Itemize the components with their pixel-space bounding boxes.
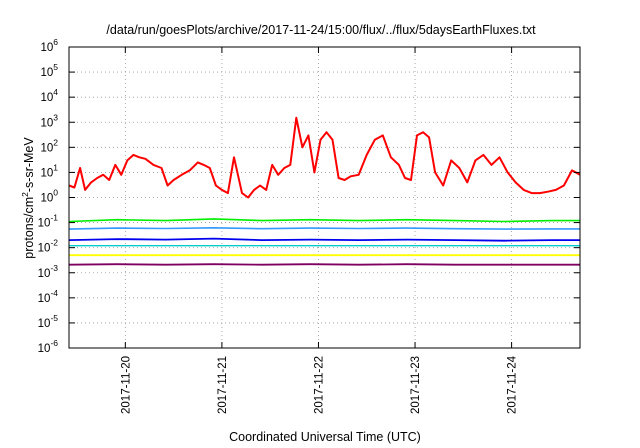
- y-tick-exponent: 5: [53, 62, 58, 72]
- y-axis: 10-610-510-410-310-210-11001011021031041…: [38, 37, 580, 355]
- y-tick-exponent: -3: [50, 263, 58, 273]
- y-tick-exponent: -6: [50, 338, 58, 348]
- y-tick-exponent: -4: [50, 288, 58, 298]
- y-tick-label: 10-5: [38, 313, 59, 330]
- y-tick-exponent: 0: [53, 188, 58, 198]
- y-tick-base: 10: [38, 293, 51, 305]
- x-tick-label: 2017-11-22: [313, 356, 325, 414]
- y-tick-label: 105: [40, 62, 58, 79]
- x-axis-title: Coordinated Universal Time (UTC): [229, 430, 421, 444]
- y-tick-label: 100: [40, 188, 58, 205]
- y-tick-label: 10-4: [38, 288, 59, 305]
- series-line-7: [68, 263, 580, 266]
- y-tick-base: 10: [40, 92, 53, 104]
- y-tick-base: 10: [38, 318, 51, 330]
- series-line-2: [68, 218, 580, 223]
- y-tick-base: 10: [40, 42, 53, 54]
- y-tick-label: 102: [40, 137, 58, 154]
- series-group: [68, 116, 581, 266]
- y-tick-label: 103: [40, 112, 58, 129]
- chart-title: /data/run/goesPlots/archive/2017-11-24/1…: [106, 23, 536, 37]
- y-tick-exponent: 6: [53, 37, 58, 47]
- y-tick-exponent: -1: [50, 213, 58, 223]
- y-tick-label: 10-3: [38, 263, 59, 280]
- y-tick-base: 10: [40, 117, 53, 129]
- y-tick-base: 10: [40, 142, 53, 154]
- y-tick-base: 10: [38, 243, 51, 255]
- y-tick-base: 10: [40, 193, 53, 205]
- y-tick-base: 10: [40, 167, 53, 179]
- y-tick-base: 10: [40, 67, 53, 79]
- y-axis-title-sup: 2: [20, 192, 30, 197]
- x-axis: 2017-11-20 2017-11-21 2017-11-22 2017-11-23…: [120, 47, 519, 414]
- y-tick-label: 104: [40, 87, 58, 104]
- x-tick-label: 2017-11-20: [120, 356, 132, 414]
- y-tick-exponent: -5: [50, 313, 58, 323]
- y-axis-title: protons/cm2-s-sr-MeV: [20, 137, 36, 259]
- y-tick-label: 10-1: [38, 213, 59, 230]
- y-tick-exponent: 2: [53, 137, 58, 147]
- y-tick-exponent: -2: [50, 238, 58, 248]
- x-tick-label: 2017-11-24: [507, 355, 519, 414]
- y-tick-exponent: 1: [53, 162, 58, 172]
- y-axis-title-post: -s-sr-MeV: [22, 137, 36, 193]
- y-tick-base: 10: [38, 268, 51, 280]
- y-tick-exponent: 4: [53, 87, 58, 97]
- x-tick-label: 2017-11-21: [217, 356, 229, 414]
- y-tick-label: 106: [40, 37, 58, 54]
- y-tick-label: 10-2: [38, 238, 59, 255]
- series-line-4: [68, 237, 580, 242]
- y-tick-label: 101: [40, 162, 58, 179]
- y-tick-exponent: 3: [53, 112, 58, 122]
- y-tick-base: 10: [38, 218, 51, 230]
- y-axis-title-pre: protons/cm: [22, 197, 36, 259]
- series-line-1: [68, 116, 581, 199]
- y-tick-label: 10-6: [38, 338, 59, 355]
- grid: [69, 47, 580, 348]
- x-tick-label: 2017-11-23: [410, 356, 422, 414]
- series-line-3: [68, 227, 580, 230]
- y-tick-base: 10: [38, 343, 51, 355]
